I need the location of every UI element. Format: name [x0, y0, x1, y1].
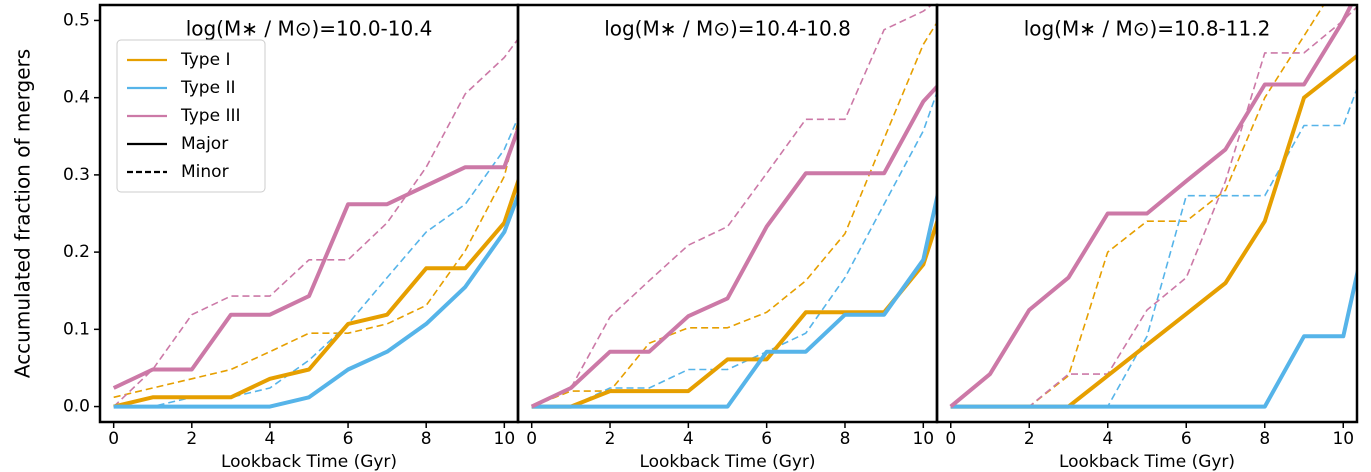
x-axis-label: Lookback Time (Gyr): [1059, 452, 1235, 472]
y-axis-label: Accumulated fraction of mergers: [11, 49, 35, 378]
legend-label: Major: [181, 134, 228, 154]
panel-title: log(M∗ / M⊙)=10.8-11.2: [1024, 17, 1271, 41]
x-tick-label: 10: [494, 429, 516, 449]
x-tick-label: 8: [421, 429, 432, 449]
y-tick-label: 0.1: [63, 319, 90, 339]
legend-label: Type III: [180, 106, 241, 126]
x-tick-label: 10: [1332, 429, 1354, 449]
series-line: [531, 89, 937, 408]
series-line: [531, 215, 937, 409]
x-tick-label: 0: [945, 429, 956, 449]
x-tick-label: 2: [1024, 429, 1035, 449]
legend-box: [116, 39, 266, 193]
series-line: [530, 83, 937, 409]
series-line: [531, 21, 937, 408]
panel-frame: [935, 3, 1359, 424]
x-tick-label: 2: [605, 429, 616, 449]
plot-area: [112, 37, 518, 409]
x-tick-label: 6: [1181, 429, 1192, 449]
plot-area: [949, 5, 1357, 409]
y-tick-label: 0.0: [63, 397, 90, 417]
series-line: [113, 37, 518, 408]
x-tick-label: 8: [1259, 429, 1270, 449]
x-tick-label: 6: [343, 429, 354, 449]
legend-label: Minor: [181, 162, 229, 182]
series-line: [113, 190, 518, 409]
x-tick-label: 4: [1102, 429, 1113, 449]
series-line: [113, 118, 518, 399]
x-tick-label: 4: [265, 429, 276, 449]
series-line: [950, 265, 1357, 409]
x-tick-label: 10: [912, 429, 934, 449]
series-line: [949, 5, 1354, 409]
legend-label: Type II: [180, 78, 235, 98]
legend-label: Type I: [180, 50, 230, 70]
x-tick-label: 6: [761, 429, 772, 449]
y-tick-label: 0.2: [63, 242, 90, 262]
panel-title: log(M∗ / M⊙)=10.4-10.8: [604, 17, 851, 41]
y-tick-label: 0.4: [63, 88, 90, 108]
x-tick-label: 0: [526, 429, 537, 449]
series-line: [531, 5, 933, 408]
x-axis-label: Lookback Time (Gyr): [639, 452, 815, 472]
series-line: [113, 175, 518, 409]
panel-title: log(M∗ / M⊙)=10.0-10.4: [186, 17, 433, 41]
series-line: [531, 188, 937, 409]
x-tick-label: 0: [108, 429, 119, 449]
y-tick-label: 0.3: [63, 165, 90, 185]
x-axis-label: Lookback Time (Gyr): [221, 452, 397, 472]
series-line: [112, 123, 518, 390]
x-tick-label: 4: [683, 429, 694, 449]
plot-area: [530, 5, 937, 409]
x-tick-label: 8: [840, 429, 851, 449]
y-tick-label: 0.5: [63, 10, 90, 30]
legend: Type I Type II Type III Major Minor: [116, 39, 266, 193]
x-tick-label: 2: [186, 429, 197, 449]
